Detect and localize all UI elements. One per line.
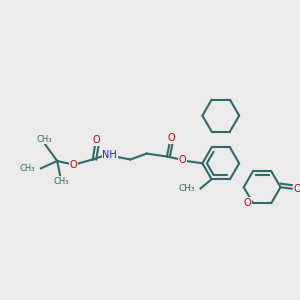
Text: CH₃: CH₃ bbox=[20, 164, 35, 173]
Text: O: O bbox=[92, 135, 100, 145]
Text: O: O bbox=[70, 160, 77, 170]
Text: NH: NH bbox=[102, 150, 117, 160]
Text: O: O bbox=[243, 198, 251, 208]
Text: CH₃: CH₃ bbox=[36, 135, 52, 144]
Text: O: O bbox=[167, 133, 175, 143]
Text: CH₃: CH₃ bbox=[178, 184, 195, 193]
Text: O: O bbox=[179, 155, 186, 165]
Text: CH₃: CH₃ bbox=[54, 177, 69, 186]
Text: O: O bbox=[293, 184, 300, 194]
